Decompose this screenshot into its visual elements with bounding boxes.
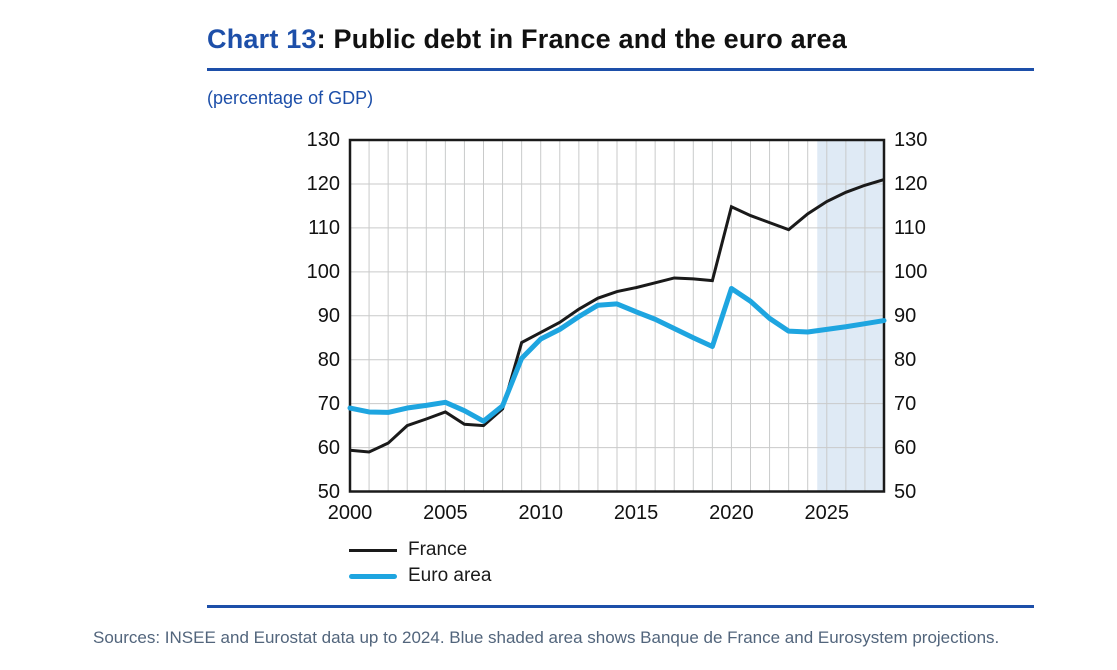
page-title: Chart 13: Public debt in France and the … [207,24,847,55]
legend-item-euro-area: Euro area [349,563,491,589]
x-axis-label: 2015 [613,501,659,524]
y-axis-label-right: 120 [894,172,928,195]
x-axis-label: 2025 [804,501,850,524]
y-axis-label-right: 90 [894,304,917,327]
y-axis-label-right: 100 [894,260,928,283]
y-axis-label-right: 110 [894,216,926,239]
france-series-line [349,178,885,454]
legend-item-france: France [349,537,491,563]
y-axis-label-left: 100 [306,260,340,283]
chart-subtitle: (percentage of GDP) [207,88,374,108]
y-axis-label-left: 60 [317,436,340,459]
chart-legend: France Euro area [349,537,491,589]
y-axis-label-left: 120 [306,172,340,195]
source-note: Sources: INSEE and Eurostat data up to 2… [93,628,1000,647]
y-axis-label-left: 80 [317,348,340,371]
y-axis-label-right: 60 [894,436,917,459]
y-axis-label-right: 50 [894,480,917,503]
title-divider [207,68,1034,71]
euro-area-series-line [347,286,887,424]
y-axis-label-right: 70 [894,392,917,415]
chart-title-text: Public debt in France and the euro area [333,24,847,54]
x-axis-label: 2005 [423,501,468,524]
y-axis-label-left: 90 [317,304,340,327]
y-axis-label-left: 70 [317,392,340,415]
x-axis-label: 2020 [709,501,754,524]
y-axis-label-right: 130 [894,129,928,151]
y-axis-label-left: 110 [308,216,340,239]
france-legend-swatch [349,548,397,552]
y-axis-label-left: 50 [317,480,340,503]
plot-frame [348,138,886,493]
footer-divider [207,605,1034,608]
euro-area-legend-swatch [349,573,397,579]
x-axis-label: 2000 [327,501,373,524]
chart-number: Chart 13 [207,24,317,54]
y-axis-label-left: 130 [306,129,340,151]
legend-label: France [408,539,468,560]
title-separator: : [316,24,334,54]
legend-label: Euro area [408,565,492,586]
x-axis-label: 2010 [518,501,563,524]
y-axis-label-right: 80 [894,348,917,371]
